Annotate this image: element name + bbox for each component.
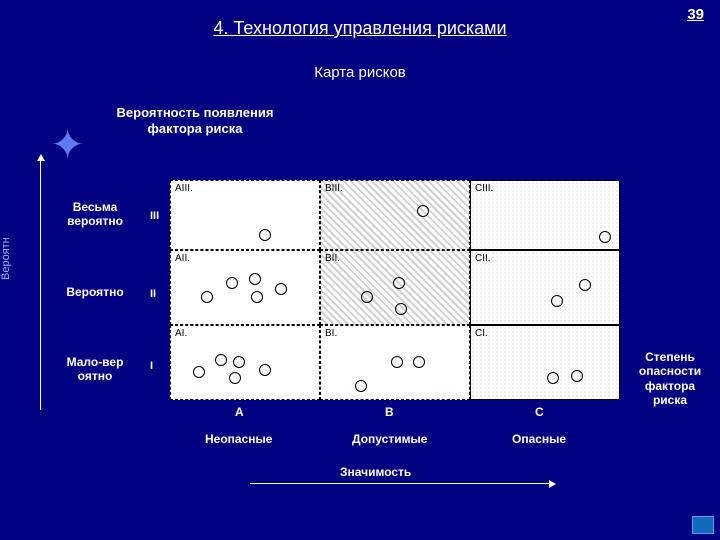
cell-aiii: AIII. [170,180,320,250]
data-point-icon [249,273,261,285]
cell-bi: BI. [320,325,470,400]
data-point-icon [355,380,367,392]
y-axis-title: Вероятность появления фактора риска [110,105,280,136]
cell-aii: AII. [170,250,320,325]
page-subtitle: Карта рисков [0,64,720,81]
page-title: 4. Технология управления рисками [0,18,720,39]
row-roman-i: I [150,360,153,372]
data-point-icon [391,356,403,368]
data-point-icon [393,277,405,289]
data-point-icon [551,295,563,307]
col-letter-a: A [235,405,244,419]
data-point-icon [259,364,271,376]
data-point-icon [361,291,373,303]
data-point-icon [259,229,271,241]
col-letter-b: B [385,405,394,419]
cell-label: AIII. [175,183,193,194]
col-label-a: Неопасные [205,432,272,446]
data-point-icon [417,205,429,217]
cell-label: CIII. [475,183,493,194]
cell-label: BII. [325,253,340,264]
lens-flare-icon: ✦ [50,120,85,169]
data-point-icon [579,279,591,291]
data-point-icon [251,291,263,303]
cell-label: AI. [175,328,187,339]
y-axis-arrow-label: Вероятн [0,237,12,280]
data-point-icon [547,372,559,384]
cell-label: AII. [175,253,190,264]
x-axis-arrow [250,483,550,484]
row-roman-iii: III [150,210,159,222]
cell-label: CII. [475,253,491,264]
right-axis-title: Степень опасности фактора риска [630,350,710,408]
data-point-icon [233,356,245,368]
cell-biii: BIII. [320,180,470,250]
row-label-i: Мало-вер оятно [50,355,140,384]
cell-bii: BII. [320,250,470,325]
data-point-icon [201,291,213,303]
row-label-iii: Весьма вероятно [50,200,140,229]
col-label-b: Допустимые [352,432,427,446]
y-axis-arrow [40,160,41,410]
row-roman-ii: II [150,288,156,300]
data-point-icon [275,283,287,295]
data-point-icon [229,372,241,384]
cell-label: BI. [325,328,337,339]
col-label-c: Опасные [512,432,566,446]
cell-ci: CI. [470,325,620,400]
data-point-icon [226,277,238,289]
cell-ciii: CIII. [470,180,620,250]
cell-cii: CII. [470,250,620,325]
cell-label: CI. [475,328,488,339]
data-point-icon [571,370,583,382]
corner-icon [692,516,714,534]
cell-label: BIII. [325,183,343,194]
data-point-icon [599,231,611,243]
data-point-icon [215,354,227,366]
data-point-icon [395,303,407,315]
x-axis-title: Значимость [340,465,411,479]
data-point-icon [193,366,205,378]
data-point-icon [413,356,425,368]
row-label-ii: Вероятно [50,285,140,299]
risk-map-grid: AIII. BIII. CIII. AII. BII. CII. AI. BI. CI. [170,180,620,400]
col-letter-c: C [535,405,544,419]
cell-ai: AI. [170,325,320,400]
